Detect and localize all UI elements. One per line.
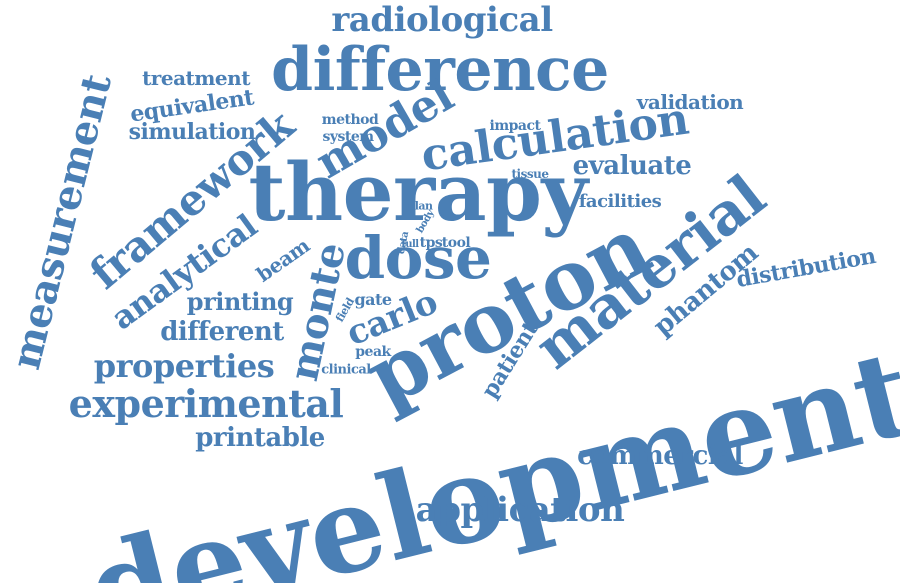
word-evaluate: evaluate	[572, 151, 692, 181]
word-tps: tps	[419, 235, 443, 251]
word-properties: properties	[93, 347, 275, 385]
word-gate: gate	[354, 290, 392, 309]
word-method: method	[321, 112, 379, 128]
word-experimental: experimental	[68, 381, 344, 426]
word-application: application	[415, 490, 625, 530]
word-simulation: simulation	[128, 119, 256, 145]
word-impact: impact	[489, 118, 541, 134]
word-therapy: therapy	[248, 145, 588, 239]
word-radiological: radiological	[331, 0, 553, 40]
word-commercial: commercial	[577, 441, 743, 471]
word-tool: tool	[441, 235, 471, 251]
word-printing: printing	[186, 287, 294, 316]
word-clinical: clinical	[321, 362, 371, 378]
word-validation: validation	[636, 90, 744, 114]
word-tissue: tissue	[511, 167, 549, 181]
word-difference: difference	[271, 35, 609, 105]
word-system: system	[322, 129, 374, 145]
word-printable: printable	[195, 423, 325, 453]
word-peak: peak	[355, 344, 391, 360]
word-dose: dose	[344, 224, 492, 292]
word-different: different	[160, 317, 284, 347]
word-plan: plan	[407, 199, 434, 213]
word-treatment: treatment	[142, 66, 250, 90]
word-facilities: facilities	[578, 191, 662, 212]
word-full: full	[401, 239, 419, 250]
word-measurement: measurement	[2, 69, 121, 374]
